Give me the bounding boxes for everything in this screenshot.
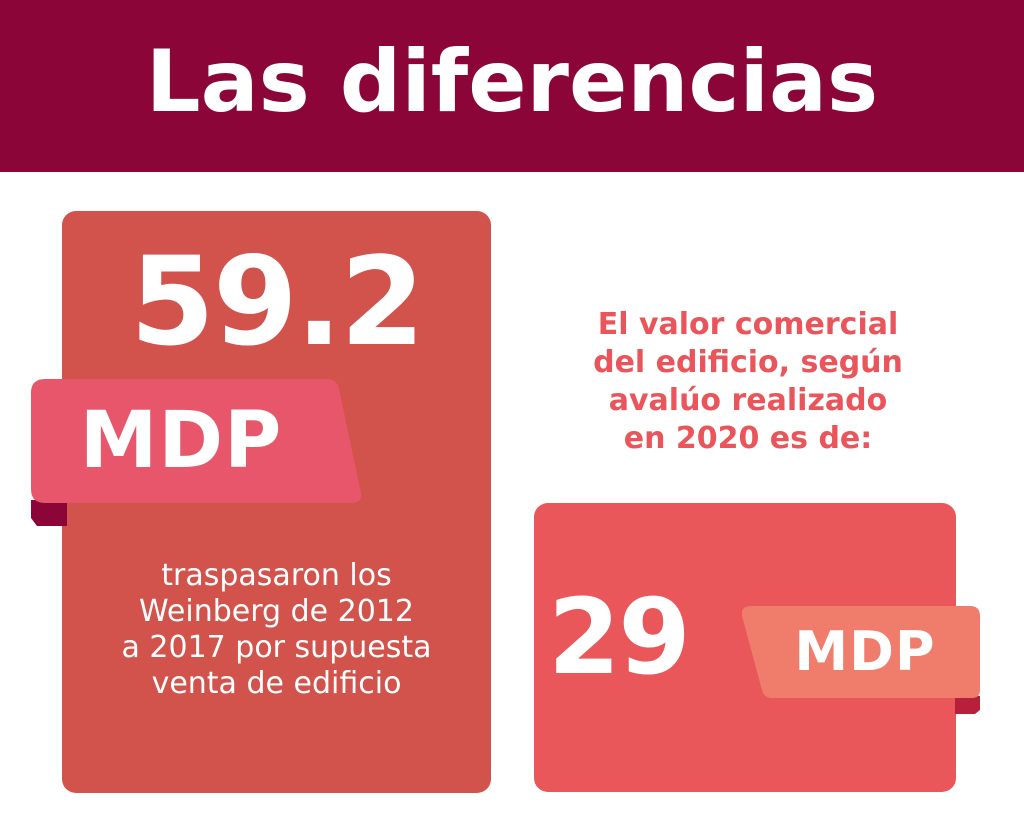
left-description-line: traspasaron los — [161, 558, 392, 593]
page-title: Las diferencias — [145, 32, 879, 132]
right-ribbon — [742, 606, 980, 698]
left-ribbon-fold — [31, 500, 67, 526]
left-description-line: venta de edificio — [151, 666, 402, 701]
header-banner: Las diferencias — [0, 0, 1024, 172]
right-intro-line: El valor comercial — [597, 307, 899, 342]
right-ribbon-fold — [955, 696, 980, 714]
left-unit-label: MDP — [79, 396, 283, 486]
right-amount: 29 — [548, 576, 691, 698]
right-intro-line: en 2020 es de: — [623, 421, 873, 457]
right-intro-text: El valor comercial del edificio, según a… — [538, 306, 958, 458]
right-intro-line: del edificio, según — [593, 345, 903, 381]
left-description-line: Weinberg de 2012 — [139, 594, 414, 629]
right-unit-label: MDP — [794, 620, 936, 683]
left-description: traspasaron los Weinberg de 2012 a 2017 … — [62, 558, 491, 702]
left-description-line: a 2017 por supuesta — [121, 630, 432, 665]
left-amount: 59.2 — [129, 231, 425, 373]
right-intro-line: avalúo realizado — [608, 383, 888, 419]
left-ribbon — [31, 379, 361, 503]
